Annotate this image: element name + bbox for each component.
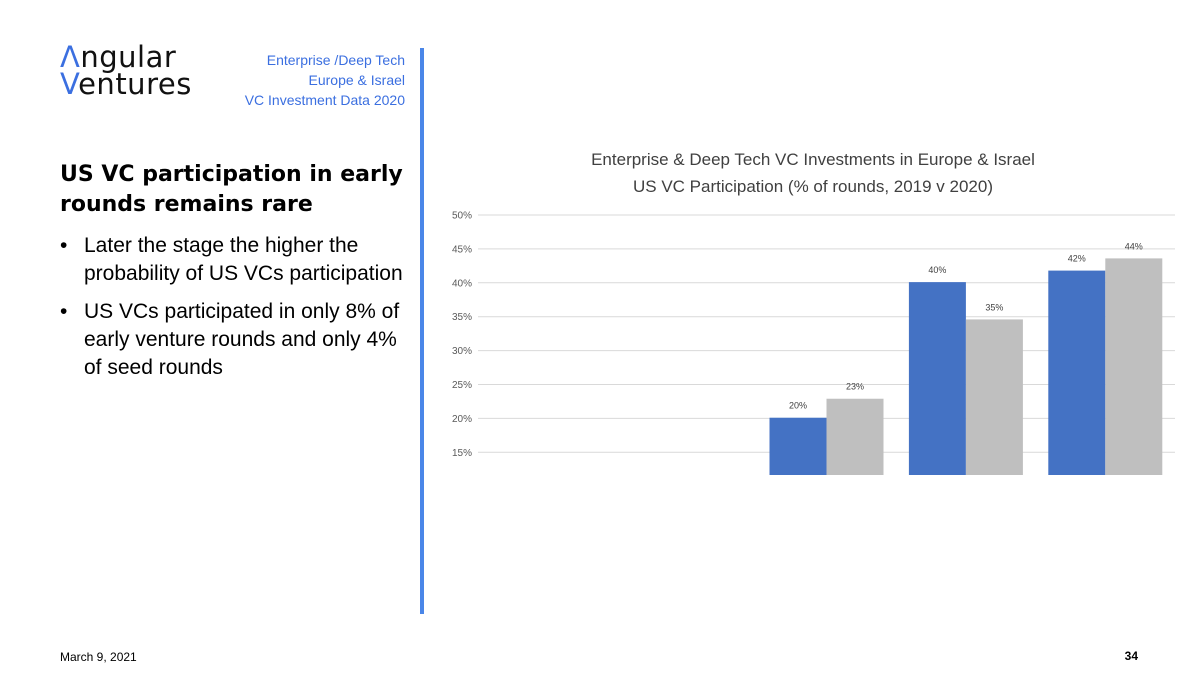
logo-line-2: Ventures (60, 67, 192, 101)
data-label: 40% (928, 265, 946, 275)
chart-data-labels: 2%4%7%8%20%23%40%35%42%44% (789, 241, 1143, 411)
data-label: 20% (789, 401, 807, 411)
bar-2019 (908, 282, 966, 475)
chart-title-line: Enterprise & Deep Tech VC Investments in… (591, 150, 1035, 169)
footer-date: March 9, 2021 (60, 650, 137, 664)
bar-2019 (769, 417, 827, 475)
data-label: 35% (985, 302, 1003, 312)
bullet-item: Later the stage the higher the probabili… (60, 232, 405, 288)
vertical-divider (420, 48, 424, 614)
y-tick-label: 40% (452, 278, 472, 289)
page-number: 34 (1124, 649, 1138, 663)
us-vc-participation-chart: Enterprise & Deep Tech VC Investments in… (452, 150, 1175, 475)
bar-2020 (1105, 258, 1163, 475)
data-label: 23% (846, 382, 864, 392)
slide-headline: US VC participation in early rounds rema… (60, 162, 403, 217)
y-tick-label: 25% (452, 380, 472, 391)
angular-ventures-logo: Λngular Ventures (60, 40, 192, 101)
data-label: 42% (1068, 254, 1086, 264)
y-tick-label: 20% (452, 414, 472, 425)
y-tick-label: 50% (452, 211, 472, 222)
chart-bars (769, 258, 1163, 475)
y-tick-label: 45% (452, 244, 472, 255)
bullet-list: Later the stage the higher the probabili… (60, 232, 405, 392)
bar-2020 (965, 319, 1023, 475)
deck-tagline: Enterprise /Deep Tech Europe & Israel VC… (245, 50, 405, 110)
y-tick-label: 15% (452, 448, 472, 459)
bar-2019 (1048, 270, 1106, 475)
chart-title: Enterprise & Deep Tech VC Investments in… (591, 150, 1035, 196)
bullet-item: US VCs participated in only 8% of early … (60, 298, 405, 382)
y-tick-label: 35% (452, 312, 472, 323)
logo-line-1: Λngular (60, 40, 177, 74)
tagline-line: Enterprise /Deep Tech (266, 52, 405, 68)
tagline-line: VC Investment Data 2020 (244, 92, 405, 108)
data-label: 44% (1125, 241, 1143, 251)
chart-title-line: US VC Participation (% of rounds, 2019 v… (633, 177, 993, 196)
bar-2020 (826, 398, 884, 475)
tagline-line: Europe & Israel (308, 72, 406, 88)
y-tick-label: 30% (452, 346, 472, 357)
